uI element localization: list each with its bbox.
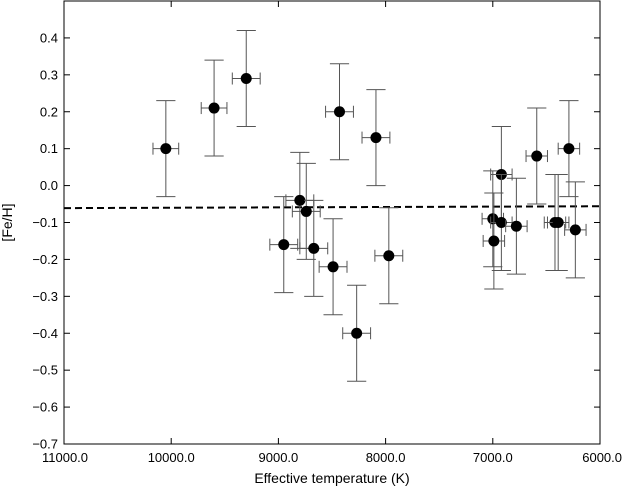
data-point [291,162,321,260]
reference-line [63,205,601,210]
data-point [325,63,354,161]
point-marker [569,224,581,236]
data-point [361,89,391,187]
data-point [374,207,404,305]
data-points [152,30,587,382]
point-marker [300,205,312,217]
x-tick-label: 7000.0 [473,450,513,465]
point-marker [327,261,339,273]
y-tick-label: −0.4 [32,326,58,341]
x-tick-label: 9000.0 [259,450,299,465]
data-point [200,59,228,157]
point-marker [308,242,320,254]
data-point [299,199,329,297]
data-point [505,177,528,275]
point-marker [351,327,363,339]
y-tick-label: −0.5 [32,363,58,378]
x-axis-label: Effective temperature (K) [254,470,409,486]
x-axis: 11000.0 10000.0 9000.0 8000.0 7000.0 6000.0 [42,1,622,465]
data-point [490,174,513,271]
point-marker [334,106,346,118]
data-point [546,174,570,271]
y-tick-label: −0.3 [32,289,58,304]
point-marker [383,250,395,262]
x-tick-label: 11000.0 [42,450,88,465]
data-point [342,284,372,382]
data-point [318,218,348,316]
data-point [152,100,180,198]
point-marker [495,217,507,228]
y-tick-label: 0.1 [40,141,58,156]
point-marker [208,102,220,114]
y-tick-label: 0.0 [40,178,58,193]
x-tick-label: 6000.0 [582,450,622,465]
y-tick-label: −0.7 [32,437,58,452]
point-marker [563,143,575,155]
point-marker [487,213,499,225]
point-marker [294,194,306,206]
point-marker [240,73,252,85]
y-tick-label: 0.4 [40,30,58,45]
point-marker [531,150,543,162]
data-point [231,30,261,128]
x-tick-label: 8000.0 [366,450,406,465]
x-tick-label: 10000.0 [148,450,195,465]
point-marker [488,235,500,247]
point-marker [510,220,522,232]
y-axis-label: [Fe/H] [0,203,15,241]
data-point [564,181,587,279]
y-tick-label: 0.2 [40,104,58,119]
point-marker [552,217,564,228]
y-tick-label: −0.1 [32,215,58,230]
y-tick-label: −0.2 [32,252,58,267]
data-point [525,107,548,205]
data-point [269,196,299,294]
point-marker [278,239,290,251]
y-axis: −0.7 −0.6 −0.5 −0.4 −0.3 −0.2 −0.1 0.0 0.1 0.2 0.3… [32,30,600,452]
y-tick-label: 0.3 [40,67,58,82]
point-marker [160,143,172,155]
y-tick-label: −0.6 [32,400,58,415]
point-marker [370,132,382,144]
